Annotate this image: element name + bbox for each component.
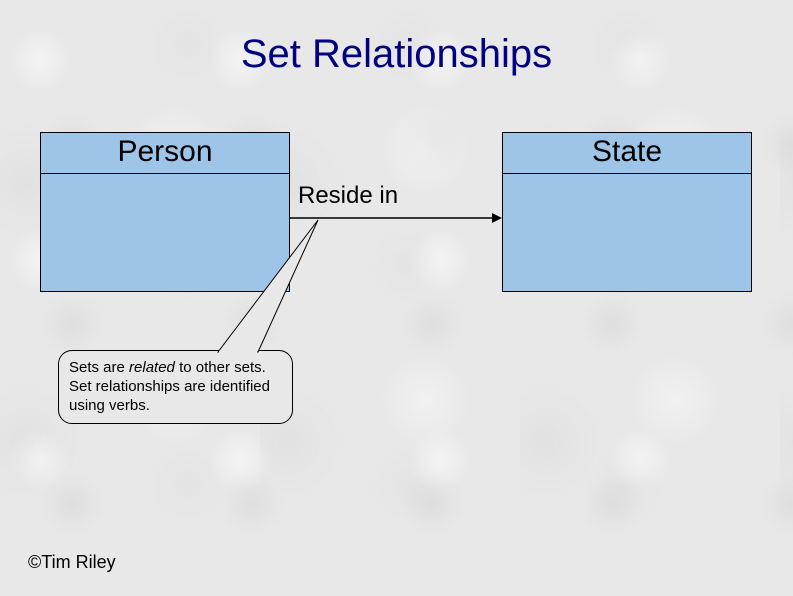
relationship-label: Reside in bbox=[298, 182, 398, 210]
entity-state: State bbox=[502, 132, 752, 292]
entity-state-label: State bbox=[503, 133, 751, 174]
callout-line-3: using verbs. bbox=[69, 397, 282, 416]
callout-line-1: Sets are related to other sets. bbox=[69, 359, 282, 378]
callout-line-2: Set relationships are identified bbox=[69, 378, 282, 397]
slide-title: Set Relationships bbox=[0, 32, 793, 77]
callout-box: Sets are related to other sets. Set rela… bbox=[58, 350, 293, 424]
diagram-overlay bbox=[0, 0, 793, 596]
relationship-arrowhead bbox=[492, 213, 502, 223]
entity-person-label: Person bbox=[41, 133, 289, 174]
entity-person: Person bbox=[40, 132, 290, 292]
copyright: ©Tim Riley bbox=[28, 552, 116, 573]
